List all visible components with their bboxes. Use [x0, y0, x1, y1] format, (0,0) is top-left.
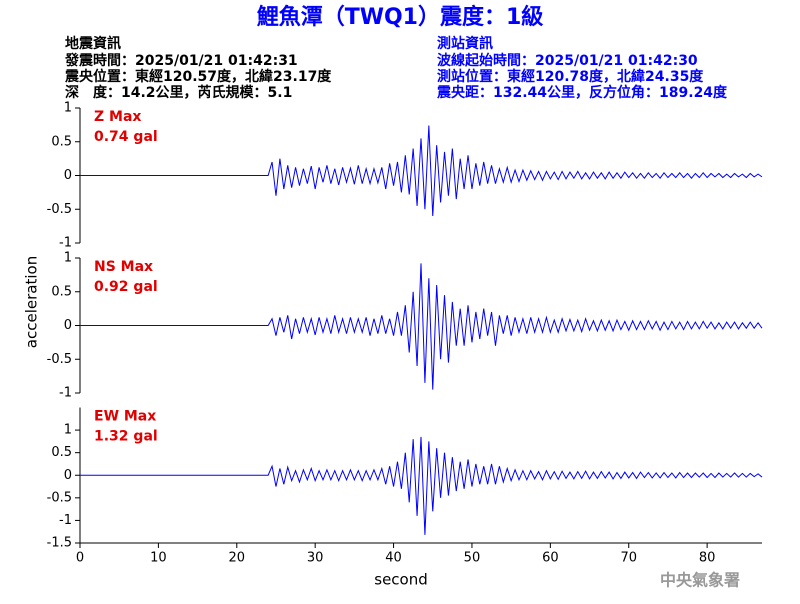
y-tick-label: -1: [59, 386, 72, 401]
x-tick-label: 20: [229, 551, 246, 566]
x-tick-label: 40: [385, 551, 402, 566]
waveform: [80, 263, 763, 390]
y-tick-label: -1: [59, 513, 72, 528]
info-right: 震央距：132.44公里，反方位角：189.24度: [436, 84, 728, 101]
y-axis-label: acceleration: [23, 256, 41, 348]
info-left: 地震資訊: [65, 35, 121, 52]
info-right: 測站位置：東經120.78度，北緯24.35度: [437, 68, 704, 85]
y-tick-label: 0: [64, 468, 72, 483]
y-tick-label: -0.5: [47, 352, 72, 367]
x-axis-label: second: [374, 571, 428, 589]
x-tick-label: 0: [76, 551, 84, 566]
y-tick-label: 1: [64, 251, 72, 266]
info-left: 深 度：14.2公里，芮氏規模：5.1: [65, 84, 292, 101]
y-tick-label: -1.5: [47, 536, 72, 551]
y-tick-label: -1: [59, 236, 72, 251]
y-tick-label: 1: [64, 101, 72, 116]
y-tick-label: 0.5: [51, 445, 72, 460]
info-right: 波線起始時間：2025/01/21 01:42:30: [437, 52, 698, 69]
info-left: 震央位置：東經120.57度，北緯23.17度: [64, 68, 332, 85]
annotation: 0.92 gal: [94, 279, 158, 295]
y-tick-label: 0.5: [51, 134, 72, 149]
title: 鯉魚潭（TWQ1）震度：1級: [257, 4, 544, 30]
y-tick-label: -0.5: [47, 202, 72, 217]
annotation: Z Max: [94, 109, 141, 125]
waveform: [80, 436, 763, 535]
y-tick-label: -0.5: [47, 490, 72, 505]
y-tick-label: 0.5: [51, 284, 72, 299]
annotation: NS Max: [94, 259, 153, 275]
x-tick-label: 80: [699, 551, 716, 566]
info-right: 測站資訊: [437, 35, 493, 52]
x-tick-label: 60: [542, 551, 559, 566]
y-tick-label: 1: [64, 423, 72, 438]
waveform: [80, 125, 763, 217]
x-tick-label: 70: [620, 551, 637, 566]
x-tick-label: 10: [150, 551, 167, 566]
annotation: 0.74 gal: [94, 129, 158, 145]
x-tick-label: 30: [307, 551, 324, 566]
x-tick-label: 50: [464, 551, 481, 566]
y-tick-label: 0: [64, 318, 72, 333]
y-tick-label: 0: [64, 168, 72, 183]
info-left: 發震時間：2025/01/21 01:42:31: [64, 52, 298, 69]
watermark: 中央氣象署: [660, 571, 740, 590]
annotation: EW Max: [94, 409, 156, 425]
annotation: 1.32 gal: [94, 429, 158, 445]
